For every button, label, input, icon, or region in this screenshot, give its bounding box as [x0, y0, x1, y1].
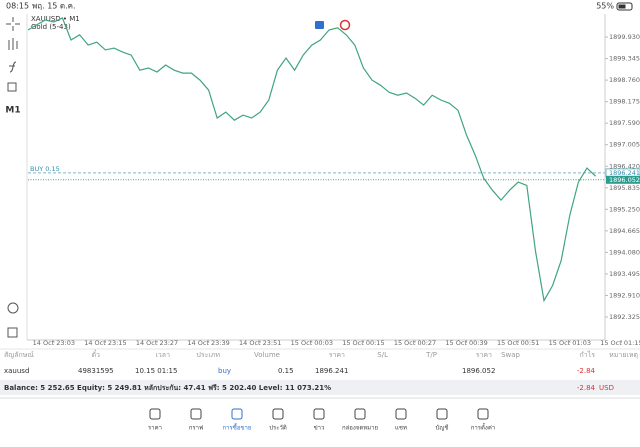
nav-icon[interactable] [149, 408, 161, 420]
x-tick-label: 15 Oct 01:03 [549, 339, 591, 347]
order-price-label: 1896.241 [609, 169, 640, 177]
nav-label[interactable]: กราฟ [189, 425, 203, 432]
nav-label[interactable]: การซื้อขาย [223, 422, 252, 432]
y-tick-label: 1899.930 [609, 33, 640, 41]
column-header: กำไร [580, 350, 596, 359]
toolbar-icons [6, 17, 20, 338]
timeframe[interactable]: M1 [5, 106, 20, 116]
nav-icon[interactable] [313, 408, 325, 420]
column-header: T/P [425, 351, 437, 359]
x-tick-label: 15 Oct 01:15 [600, 339, 640, 347]
objects-icon[interactable] [7, 82, 17, 92]
column-header: S/L [377, 351, 388, 359]
zoom-icon[interactable] [7, 302, 19, 314]
summary-bar [0, 380, 640, 395]
column-header: สัญลักษณ์ [4, 351, 34, 359]
order-label: BUY 0.15 [30, 165, 60, 173]
cell-symbol: xauusd [4, 367, 29, 375]
column-header: ประเภท [196, 351, 220, 359]
y-tick-label: 1898.760 [609, 76, 640, 84]
x-tick-label: 14 Oct 23:27 [136, 339, 178, 347]
battery-icon [616, 2, 633, 11]
chart-title: XAUUSD • M1 [31, 15, 80, 23]
y-tick-label: 1897.005 [609, 141, 640, 149]
nav-label[interactable]: บัญชี [436, 424, 449, 432]
y-tick-label: 1892.910 [609, 291, 640, 299]
function-icon[interactable] [9, 61, 17, 73]
y-tick-label: 1898.175 [609, 98, 640, 106]
alert-button[interactable] [339, 19, 351, 31]
x-tick-label: 14 Oct 23:39 [187, 339, 229, 347]
status-time: 08:15 [6, 2, 29, 11]
nav-icon[interactable] [395, 408, 407, 420]
cell-current-price: 1896.052 [462, 367, 495, 375]
cell-profit: -2.84 [577, 367, 596, 375]
y-tick-label: 1896.420 [609, 162, 640, 170]
x-tick-label: 14 Oct 23:51 [239, 339, 281, 347]
cell-type: buy [218, 367, 231, 375]
nav-label[interactable]: การตั้งค่า [471, 422, 495, 432]
indicators-icon[interactable] [8, 38, 18, 50]
nav-label[interactable]: แชท [395, 425, 407, 432]
y-tick-label: 1895.835 [609, 184, 640, 192]
column-header: เวลา [155, 351, 170, 359]
battery-text: 55% [596, 2, 614, 11]
nav-icon[interactable] [436, 408, 448, 420]
y-tick-label: 1894.080 [609, 248, 640, 256]
y-tick-label: 1895.250 [609, 205, 640, 213]
summary-currency: USD [599, 384, 614, 392]
crosshair-icon[interactable] [6, 17, 20, 31]
price-line [27, 17, 597, 303]
y-tick-label: 1897.590 [609, 119, 640, 127]
y-tick-label: 1894.665 [609, 227, 640, 235]
x-tick-label: 14 Oct 23:03 [33, 339, 75, 347]
trade-button[interactable] [315, 21, 324, 29]
x-tick-label: 15 Oct 00:03 [291, 339, 333, 347]
column-header: ราคา [329, 351, 345, 359]
nav-icon[interactable] [354, 408, 366, 420]
nav-label[interactable]: ประวัติ [269, 425, 287, 432]
cell-volume: 0.15 [278, 367, 294, 375]
y-tick-label: 1893.495 [609, 270, 640, 278]
cell-ticket: 49831595 [78, 367, 114, 375]
export-icon[interactable] [7, 327, 18, 338]
nav-label[interactable]: ข่าว [314, 425, 325, 432]
status-date: พฤ. 15 ต.ค. [32, 2, 76, 11]
x-tick-label: 15 Oct 00:39 [445, 339, 487, 347]
y-tick-label: 1899.345 [609, 55, 640, 63]
nav-icon[interactable] [477, 408, 489, 420]
nav-icon[interactable] [231, 408, 243, 420]
column-header: Swap [501, 351, 520, 359]
nav-icon[interactable] [272, 408, 284, 420]
bid-price-box [606, 175, 640, 184]
x-tick-label: 15 Oct 00:27 [394, 339, 436, 347]
column-header: หมายเหตุ [609, 351, 638, 359]
column-header: Volume [254, 351, 280, 359]
nav-label[interactable]: กล่องจดหมาย [342, 425, 378, 432]
summary-text: Balance: 5 252.65 Equity: 5 249.81 หลักป… [4, 384, 331, 392]
column-header: ราคา [476, 351, 492, 359]
cell-time: 10.15 01:15 [135, 367, 177, 375]
nav-icon[interactable] [190, 408, 202, 420]
chart-subtitle: Gold (5-43) [31, 23, 71, 31]
nav-label[interactable]: ราคา [148, 425, 162, 432]
bid-price-label: 1896.052 [609, 176, 640, 184]
x-tick-label: 14 Oct 23:15 [84, 339, 126, 347]
summary-profit: -2.84 [577, 384, 596, 392]
y-tick-label: 1892.325 [609, 313, 640, 321]
x-tick-label: 15 Oct 00:51 [497, 339, 539, 347]
cell-price: 1896.241 [315, 367, 348, 375]
x-tick-label: 15 Oct 00:15 [342, 339, 384, 347]
column-header: ตั๋ว [92, 350, 101, 359]
battery-level [618, 4, 626, 9]
